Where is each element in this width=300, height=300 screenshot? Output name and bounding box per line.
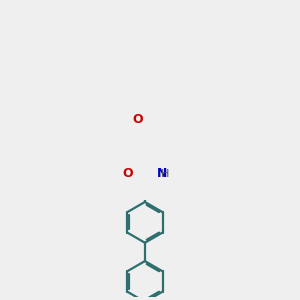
Text: O: O (132, 113, 143, 126)
Text: H: H (161, 169, 170, 179)
Text: N: N (157, 167, 167, 180)
Text: O: O (122, 167, 133, 181)
